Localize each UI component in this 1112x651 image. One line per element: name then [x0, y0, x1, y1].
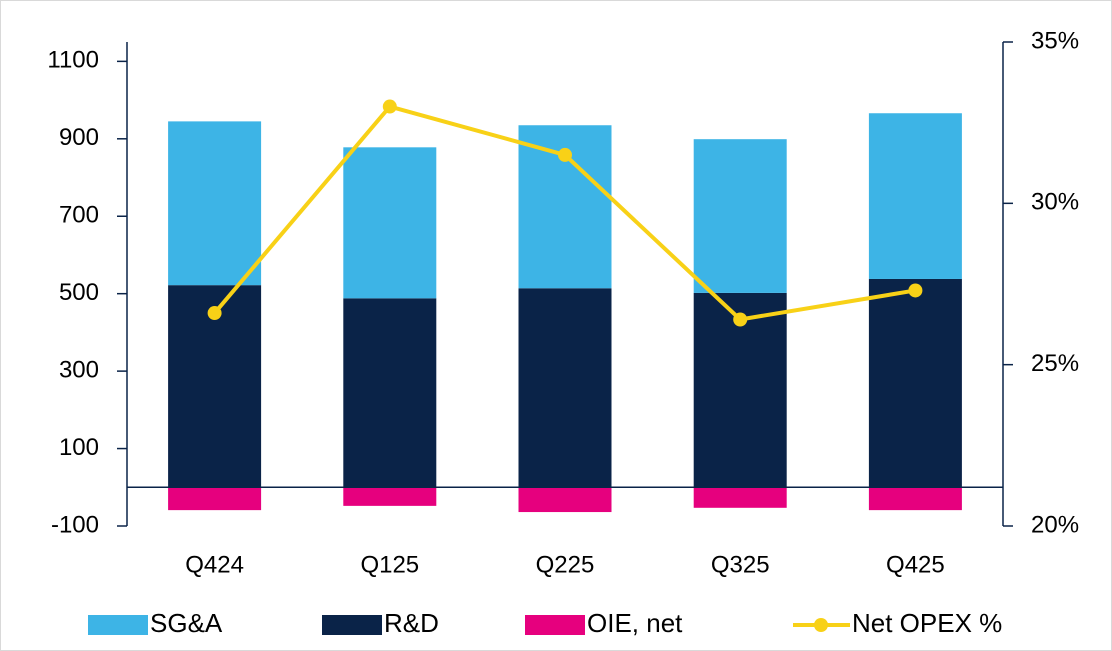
- bar: [343, 147, 437, 299]
- x-tick-label: Q425: [886, 551, 945, 578]
- bar: [868, 487, 962, 511]
- y-tick-label: 900: [59, 124, 99, 151]
- line-marker: [558, 147, 572, 162]
- bar: [868, 113, 962, 279]
- y2-tick-label: 20%: [1031, 511, 1079, 538]
- bar: [343, 298, 437, 488]
- x-tick-label: Q125: [360, 551, 419, 578]
- legend-label: OIE, net: [587, 608, 683, 638]
- y-tick-label: 500: [59, 279, 99, 306]
- y-tick-label: -100: [51, 511, 99, 538]
- y-tick-label: 100: [59, 434, 99, 461]
- line-marker: [207, 306, 222, 321]
- bar: [343, 487, 437, 506]
- y-tick-label: 300: [59, 356, 99, 383]
- legend-swatch: [322, 615, 382, 635]
- bar: [693, 487, 787, 508]
- legend-marker: [814, 618, 828, 632]
- x-tick-label: Q424: [185, 551, 244, 578]
- bar: [518, 487, 612, 513]
- y2-tick-label: 30%: [1031, 189, 1079, 216]
- y2-tick-label: 25%: [1031, 350, 1079, 377]
- x-tick-label: Q325: [711, 551, 770, 578]
- bar: [168, 487, 262, 511]
- x-tick-label: Q225: [536, 551, 595, 578]
- y2-tick-label: 35%: [1031, 27, 1079, 54]
- y-tick-label: 700: [59, 202, 99, 229]
- legend-swatch: [525, 615, 585, 635]
- line-marker: [382, 99, 397, 114]
- y-tick-label: 1100: [47, 47, 99, 74]
- bar: [168, 121, 262, 286]
- bar: [693, 139, 787, 293]
- bar: [868, 278, 962, 488]
- legend-label: Net OPEX %: [852, 608, 1002, 638]
- legend-label: R&D: [384, 608, 439, 638]
- line-marker: [733, 312, 748, 327]
- legend-swatch: [88, 615, 148, 635]
- line-marker: [908, 283, 923, 298]
- bar: [518, 288, 612, 488]
- legend-label: SG&A: [150, 608, 223, 638]
